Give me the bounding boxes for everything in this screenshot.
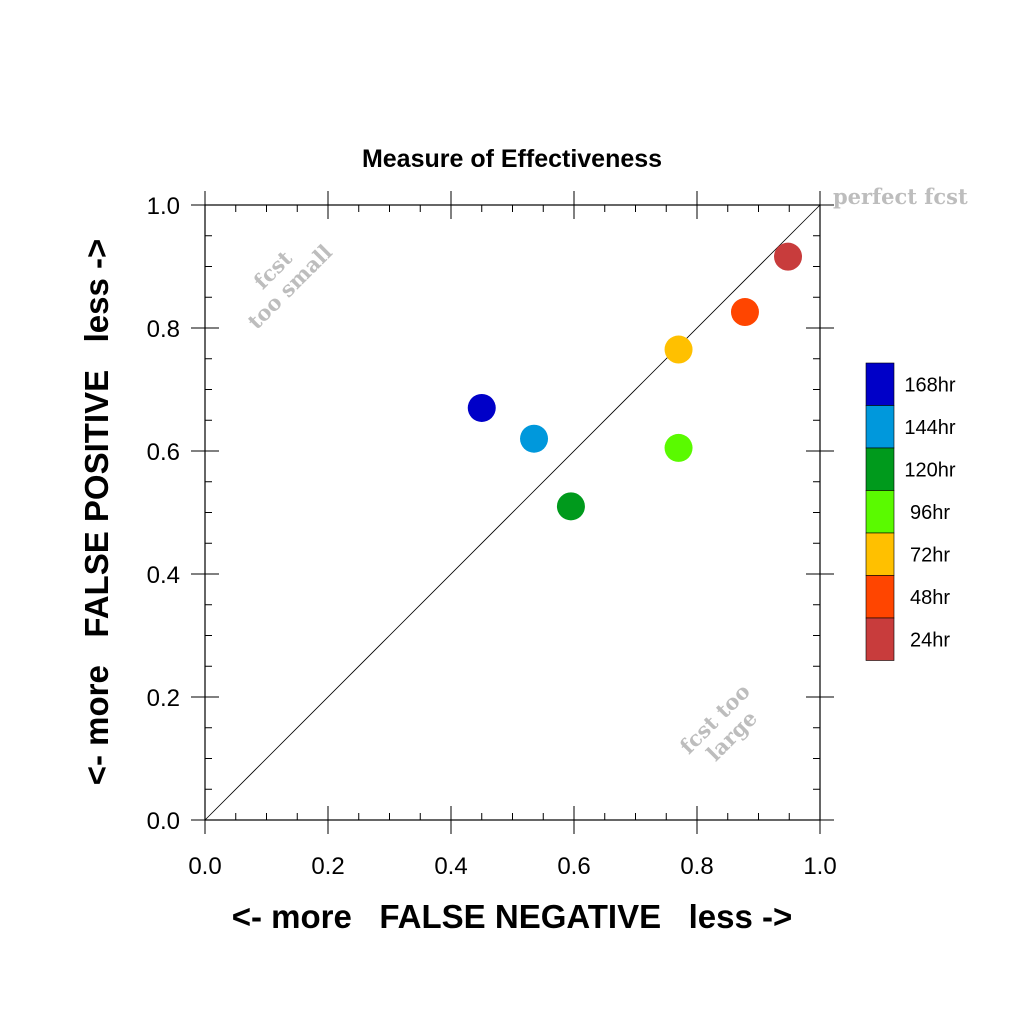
legend-label-120hr: 120hr <box>904 459 955 481</box>
legend-label-96hr: 96hr <box>910 502 950 524</box>
too-large-annotation: fcst too large <box>675 679 762 766</box>
legend-swatch-144hr <box>865 405 895 449</box>
legend-label-24hr: 24hr <box>910 629 950 651</box>
legend-swatch-168hr <box>865 362 895 406</box>
y-tick-label: 1.0 <box>147 193 180 220</box>
y-tick-label: 0.2 <box>147 685 180 712</box>
point-48hr <box>730 298 759 327</box>
too-small-line-2: too small <box>242 239 337 334</box>
perfect-forecast-diagonal <box>204 204 821 821</box>
legend-label-72hr: 72hr <box>910 544 950 566</box>
y-tick-label: 0.4 <box>147 562 180 589</box>
legend-label-48hr: 48hr <box>910 587 950 609</box>
legend-label-168hr: 168hr <box>904 374 955 396</box>
chart-title: Measure of Effectiveness <box>362 145 662 173</box>
x-tick-label: 0.6 <box>557 853 590 880</box>
axis-ticks <box>191 191 834 834</box>
x-tick-label: 0.8 <box>680 853 713 880</box>
y-axis-label: <- more FALSE POSITIVE less -> <box>78 239 115 786</box>
legend-swatch-120hr <box>865 447 895 491</box>
y-tick-labels: 0.0 0.2 0.4 0.6 0.8 1.0 <box>147 193 180 835</box>
point-96hr <box>664 433 693 462</box>
point-72hr <box>664 335 693 364</box>
legend-swatch-96hr <box>865 490 895 534</box>
point-120hr <box>556 492 585 521</box>
point-144hr <box>520 424 549 453</box>
x-tick-label: 1.0 <box>803 853 836 880</box>
x-tick-label: 0.2 <box>311 853 344 880</box>
legend-swatch-72hr <box>865 532 895 576</box>
legend-label-144hr: 144hr <box>904 417 955 439</box>
legend-swatch-24hr <box>865 617 895 661</box>
y-tick-label: 0.0 <box>147 808 180 835</box>
point-168hr <box>467 393 496 422</box>
legend: 168hr 144hr 120hr 96hr 72hr 48hr 24hr <box>865 362 956 661</box>
legend-swatch-48hr <box>865 575 895 619</box>
too-small-annotation: fcst too small <box>242 239 337 334</box>
x-tick-label: 0.4 <box>434 853 467 880</box>
x-axis-label: <- more FALSE NEGATIVE less -> <box>232 898 793 935</box>
x-tick-labels: 0.0 0.2 0.4 0.6 0.8 1.0 <box>188 853 836 880</box>
point-24hr <box>774 242 803 271</box>
y-tick-label: 0.8 <box>147 316 180 343</box>
data-points <box>467 242 803 521</box>
y-tick-label: 0.6 <box>147 439 180 466</box>
perfect-forecast-annotation: perfect fcst <box>833 184 968 209</box>
x-tick-label: 0.0 <box>188 853 221 880</box>
